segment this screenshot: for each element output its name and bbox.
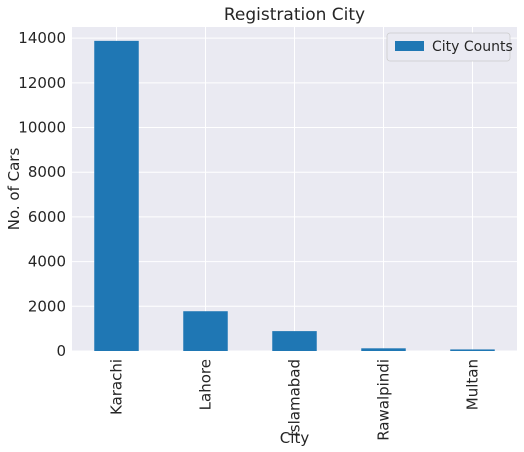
y-tick-label: 2000 [28,297,66,315]
legend-label: City Counts [432,39,513,55]
y-tick-label: 8000 [28,163,66,181]
y-tick-labels: 0 2000 4000 6000 8000 10000 12000 14000 [18,29,66,360]
x-tick-label: Rawalpindi [375,359,393,441]
y-tick-label: 4000 [28,253,66,271]
x-tick-label: Karachi [108,359,126,415]
y-tick-label: 14000 [18,29,66,47]
y-tick-label: 12000 [18,74,66,92]
y-tick-label: 6000 [28,208,66,226]
legend-swatch [395,41,424,51]
x-tick-labels: Karachi Lahore Islamabad Rawalpindi Multan [108,359,482,441]
x-tick-label: Lahore [197,359,215,410]
bar-rawalpindi [361,348,406,351]
bar-islamabad [272,331,317,351]
bar-karachi [94,40,139,352]
y-axis-label: No. of Cars [5,148,23,231]
legend: City Counts [386,32,513,62]
bar-lahore [183,311,228,351]
chart-title: Registration City [224,5,365,25]
y-tick-label: 10000 [18,119,66,137]
x-axis-label: City [280,429,310,447]
legend-box [386,32,511,62]
y-tick-label: 0 [56,342,66,360]
x-tick-label: Multan [464,359,482,410]
x-tick-label: Islamabad [286,359,304,437]
bars [94,40,495,352]
bar-multan [450,349,495,351]
